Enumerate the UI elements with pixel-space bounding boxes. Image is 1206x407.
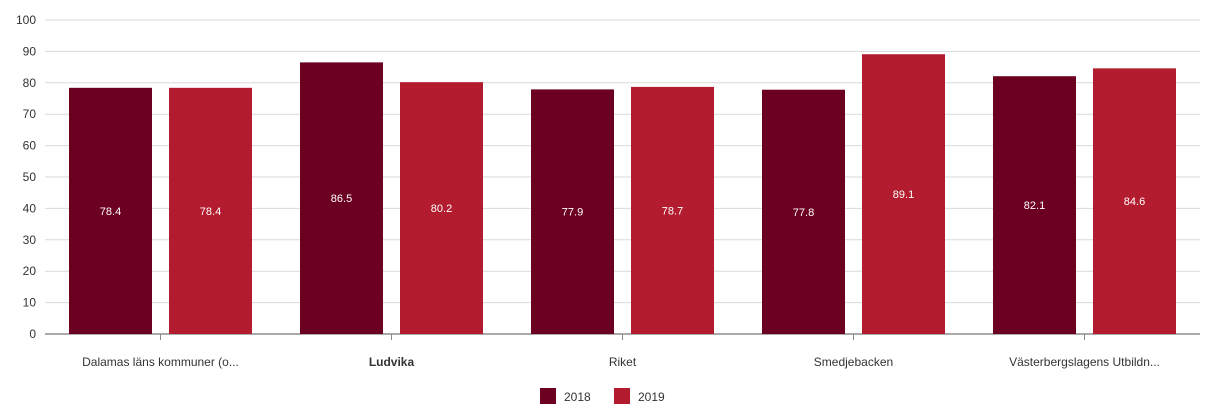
legend-swatch-2019[interactable] (614, 388, 630, 404)
y-tick-label: 30 (23, 233, 37, 247)
data-label: 89.1 (893, 189, 914, 201)
legend-label[interactable]: 2018 (564, 390, 591, 404)
x-category-label: Västerbergslagens Utbildn... (1009, 355, 1160, 369)
bar-2019-4[interactable] (1093, 68, 1176, 334)
data-labels: 78.4 78.4 86.5 80.2 77.9 78.7 77.8 89.1 82.1 84.6 (100, 189, 1145, 219)
bar-2018-0[interactable] (69, 87, 152, 334)
bar-2018-2[interactable] (531, 89, 614, 334)
y-tick-label: 0 (29, 327, 36, 341)
data-label: 78.4 (100, 206, 121, 218)
data-label: 86.5 (331, 193, 352, 205)
bar-2019-0[interactable] (169, 87, 252, 334)
bar-2019-2[interactable] (631, 86, 714, 335)
legend: 2018 2019 (540, 388, 665, 404)
bar-2019-1[interactable] (400, 82, 483, 334)
y-tick-label: 60 (23, 139, 37, 153)
data-label: 77.8 (793, 207, 814, 219)
y-tick-label: 40 (23, 201, 37, 215)
y-tick-label: 20 (23, 264, 37, 278)
legend-swatch-2018[interactable] (540, 388, 556, 404)
y-tick-label: 10 (23, 296, 37, 310)
x-category-label: Ludvika (369, 355, 415, 369)
x-category-label: Smedjebacken (814, 355, 893, 369)
legend-label[interactable]: 2019 (638, 390, 665, 404)
y-tick-label: 80 (23, 76, 37, 90)
y-tick-label: 70 (23, 107, 37, 121)
y-axis: 0 10 20 30 40 50 60 70 80 90 100 (16, 13, 36, 341)
y-tick-label: 50 (23, 170, 37, 184)
data-label: 78.4 (200, 206, 221, 218)
data-label: 80.2 (431, 203, 452, 215)
x-category-label: Riket (609, 355, 637, 369)
data-label: 78.7 (662, 205, 683, 217)
data-label: 82.1 (1024, 200, 1045, 212)
y-tick-label: 90 (23, 44, 37, 58)
bar-2018-4[interactable] (993, 76, 1076, 335)
bar-2018-1[interactable] (300, 62, 383, 334)
bar-2019-3[interactable] (862, 54, 945, 334)
data-label: 77.9 (562, 207, 583, 219)
y-tick-label: 100 (16, 13, 36, 27)
x-category-label: Dalamas läns kommuner (o... (82, 355, 239, 369)
x-axis: Dalamas läns kommuner (o... Ludvika Riket S… (82, 334, 1160, 369)
bar-2018-3[interactable] (762, 89, 845, 334)
data-label: 84.6 (1124, 196, 1145, 208)
bars (69, 54, 1176, 335)
